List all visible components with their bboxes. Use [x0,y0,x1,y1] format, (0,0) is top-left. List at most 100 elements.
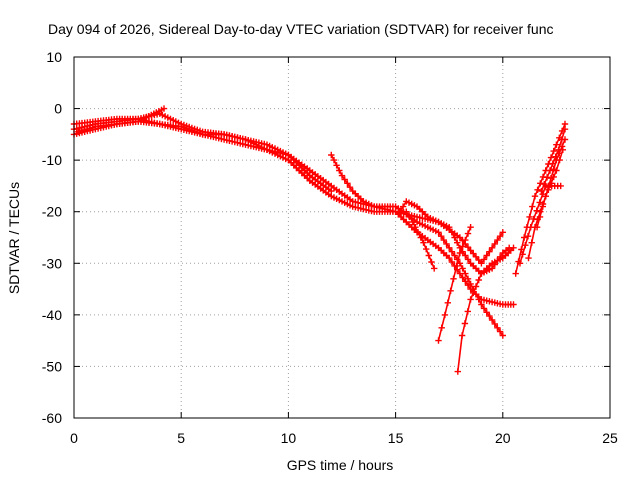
data-point-marker [456,270,464,277]
data-point-marker [494,236,501,244]
y-tick-label: -10 [42,152,62,168]
data-point-marker [459,243,466,250]
data-point-marker [526,213,533,221]
y-tick-label: 0 [54,101,62,117]
data-point-marker [328,151,335,159]
series-track-4 [75,105,168,135]
data-point-marker [539,191,546,198]
data-point-marker [499,229,506,236]
data-point-marker [403,208,410,215]
x-tick-labels: 0 5 10 15 20 25 [70,430,618,446]
series-track-6 [396,198,513,277]
data-point-marker [528,239,535,246]
data-point-marker [446,224,453,231]
series-track-7 [403,208,438,272]
data-point-marker [451,252,458,259]
y-tick-label: -50 [42,358,62,374]
data-point-marker [446,244,453,251]
data-point-marker [425,252,432,259]
data-point-marker [483,309,490,316]
x-tick-label: 5 [177,430,185,446]
data-point-marker [524,233,532,240]
data-point-marker [456,249,464,257]
y-axis-label: SDTVAR / TECUs [6,182,22,294]
data-point-marker [341,176,348,183]
data-point-marker [530,215,537,223]
data-point-marker [478,260,485,267]
data-point-marker [486,312,493,320]
data-point-marker [344,180,351,187]
data-point-marker [555,146,562,153]
data-point-marker [521,234,528,241]
data-point-marker [558,136,565,143]
series-track-9 [454,244,517,375]
data-point-marker [475,276,482,284]
data-point-marker [420,239,427,246]
data-point-marker [491,240,498,248]
data-point-marker [462,236,469,244]
data-point-marker [444,299,451,306]
data-point-marker [533,224,541,231]
data-point-marker [470,289,477,297]
data-point-marker [338,172,346,179]
data-point-marker [539,203,546,210]
data-point-marker [412,224,419,231]
data-point-marker [417,234,424,241]
data-point-marker [480,305,488,312]
data-point-marker [396,208,404,215]
data-point-marker [448,248,456,255]
data-point-marker [499,332,506,339]
x-axis-label: GPS time / hours [287,457,394,473]
data-point-marker [447,287,454,294]
data-point-marker [459,274,466,281]
y-tick-label: -40 [42,307,62,323]
data-point-marker [557,182,564,190]
data-point-marker [464,256,472,263]
data-point-marker [462,270,469,277]
data-point-marker [458,332,466,339]
data-point-marker [549,160,556,167]
data-point-marker [441,311,449,319]
data-point-marker [448,258,456,266]
data-point-marker [488,316,496,324]
data-point-marker [525,254,532,262]
data-point-marker [527,224,534,231]
data-point-marker [446,254,453,262]
series-track-13 [538,126,569,195]
data-point-marker [423,245,430,253]
data-point-marker [561,126,569,133]
data-point-marker [488,244,496,251]
data-point-marker [510,244,517,251]
data-point-marker [534,186,541,193]
data-point-marker [406,213,413,221]
data-point-marker [454,239,461,246]
data-point-marker [399,203,407,210]
series-line [519,185,562,265]
data-point-marker [480,256,488,263]
x-tick-label: 15 [388,430,404,446]
data-point-marker [435,229,442,236]
data-point-marker [522,242,529,249]
data-point-marker [440,236,447,244]
y-tick-label: -20 [42,204,62,220]
series-track-5 [328,151,517,308]
data-point-marker [550,173,557,181]
data-point-marker [472,253,480,260]
data-point-marker [553,141,560,148]
data-point-marker [160,105,168,112]
series-track-1 [70,115,506,267]
data-point-marker [86,125,93,132]
data-point-marker [438,233,445,240]
data-point-marker [483,252,490,259]
data-point-marker [336,167,343,174]
data-point-marker [533,207,540,214]
series-layer [70,105,569,375]
data-point-marker [556,156,563,164]
data-point-marker [547,154,555,161]
data-point-marker [467,224,474,231]
data-point-marker [453,262,460,270]
data-point-marker [443,240,450,248]
data-point-marker [435,337,442,344]
plot-frame [73,56,611,419]
